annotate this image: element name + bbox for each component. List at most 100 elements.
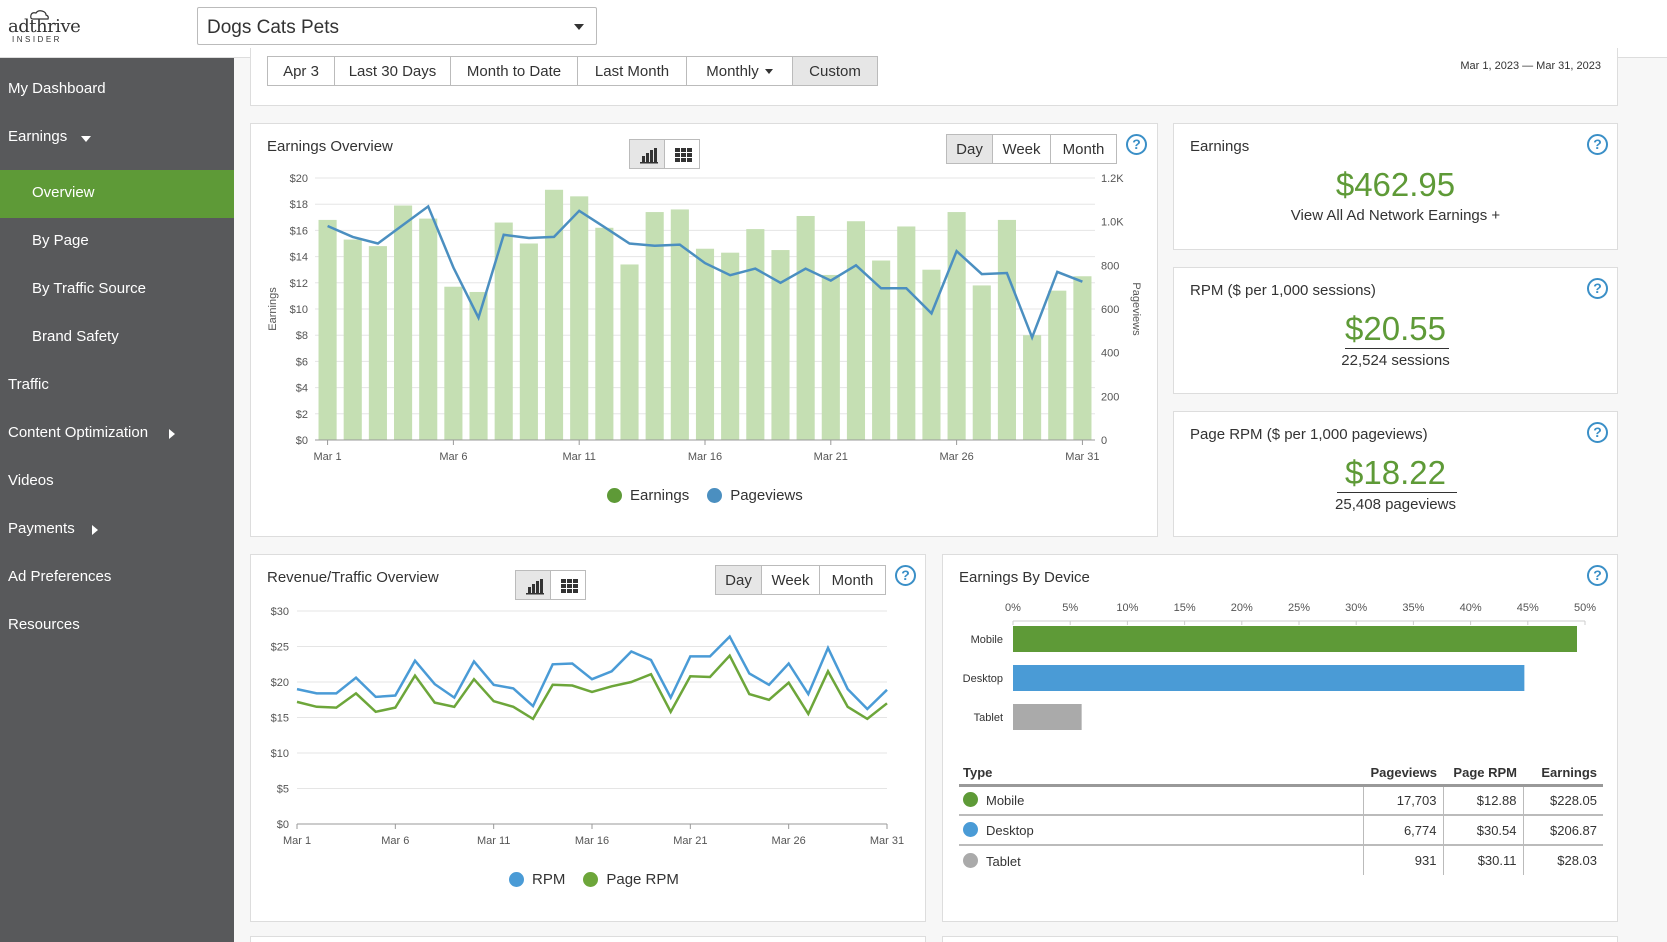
earnings-bar	[796, 215, 815, 440]
earnings-bar	[419, 218, 438, 440]
x-tick-label: 50%	[1574, 602, 1596, 614]
cell-type-label: Tablet	[986, 853, 1021, 869]
y-tick-label: $14	[290, 252, 308, 264]
next-panel-left	[250, 936, 926, 942]
earnings-bar	[544, 189, 564, 440]
question-circle-icon[interactable]: ?	[1587, 134, 1608, 155]
divider	[1345, 348, 1449, 349]
sidebar-item-label: Resources	[8, 616, 80, 633]
sidebar-item-overview[interactable]: Overview	[0, 170, 234, 218]
column-header-earnings[interactable]: Earnings	[1523, 761, 1603, 787]
pageviews-line	[327, 204, 1083, 341]
caret-right-icon	[169, 429, 175, 439]
page-rpm-pageviews: 25,408 pageviews	[1335, 496, 1456, 513]
question-circle-icon[interactable]: ?	[1587, 565, 1608, 586]
y-tick-label: $10	[271, 748, 289, 760]
sidebar-item-by-page[interactable]: By Page	[0, 218, 234, 266]
legend-item-pageviews[interactable]: Pageviews	[707, 487, 803, 504]
question-circle-icon[interactable]: ?	[1587, 422, 1608, 443]
earnings-by-device-chart: 0% 5% 10% 15% 20% 25% 30% 35% 40% 45% 50% Mobile Des…	[963, 602, 1596, 730]
earnings-bar	[1048, 290, 1067, 440]
legend-label: RPM	[532, 871, 566, 888]
chevron-down-icon	[574, 24, 584, 30]
device-bar	[1013, 704, 1082, 730]
y-axis-label: Earnings	[267, 287, 279, 331]
panel-title: Earnings Overview	[267, 138, 393, 155]
y2-tick-label: 0	[1101, 435, 1107, 447]
period-button-day[interactable]: Day	[946, 134, 993, 164]
column-header-pageviews[interactable]: Pageviews	[1363, 761, 1443, 787]
date-range-buttons: Apr 3 Last 30 Days Month to Date Last Mo…	[267, 56, 878, 86]
sidebar-item-videos[interactable]: Videos	[0, 458, 234, 506]
next-panel-right	[942, 936, 1618, 942]
grid-icon[interactable]	[550, 570, 586, 600]
sidebar-item-content-optimization[interactable]: Content Optimization	[0, 410, 234, 458]
sidebar-item-my-dashboard[interactable]: My Dashboard	[0, 66, 234, 114]
sidebar-item-ad-preferences[interactable]: Ad Preferences	[0, 554, 234, 602]
bar-chart-icon[interactable]	[629, 139, 665, 169]
sidebar-item-resources[interactable]: Resources	[0, 602, 234, 650]
earnings-bar	[997, 219, 1016, 440]
cloud-icon	[30, 10, 49, 20]
earnings-bar	[846, 221, 866, 440]
sidebar-item-label: Overview	[32, 184, 95, 201]
period-button-month[interactable]: Month	[819, 565, 886, 595]
question-circle-icon[interactable]: ?	[1587, 278, 1608, 299]
site-select[interactable]: Dogs Cats Pets	[197, 7, 597, 45]
y-tick-label: $6	[296, 356, 308, 368]
sidebar-item-brand-safety[interactable]: Brand Safety	[0, 314, 234, 362]
tablet-dot	[963, 852, 978, 868]
period-button-week[interactable]: Week	[761, 565, 820, 595]
table-row: Desktop 6,774 $30.54 $206.87	[959, 815, 1603, 846]
column-header-type[interactable]: Type	[959, 761, 1363, 787]
earnings-bar	[821, 274, 840, 440]
date-button-monthly[interactable]: Monthly	[686, 56, 793, 86]
y2-tick-label: 600	[1101, 304, 1119, 316]
sidebar-item-label: My Dashboard	[8, 80, 106, 97]
column-header-page-rpm[interactable]: Page RPM	[1443, 761, 1523, 787]
date-button-month-to-date[interactable]: Month to Date	[450, 56, 578, 86]
category-label: Mobile	[971, 634, 1003, 646]
x-tick-label: Mar 1	[283, 835, 311, 847]
date-button-apr-3[interactable]: Apr 3	[267, 56, 335, 86]
y-tick-label: $30	[271, 606, 289, 618]
grid-icon[interactable]	[664, 139, 700, 169]
period-button-month[interactable]: Month	[1050, 134, 1117, 164]
date-button-custom[interactable]: Custom	[792, 56, 878, 86]
x-tick-label: 0%	[1005, 602, 1021, 614]
date-button-last-30-days[interactable]: Last 30 Days	[334, 56, 451, 86]
sidebar-item-by-traffic-source[interactable]: By Traffic Source	[0, 266, 234, 314]
view-all-earnings-link[interactable]: View All Ad Network Earnings +	[1290, 207, 1501, 224]
chart-view-toggle	[515, 570, 586, 600]
revenue-traffic-chart: $0 $5 $10 $15 $20 $25 $30 Mar 1 Mar 6 Mar 11 Mar 1…	[271, 606, 904, 847]
earnings-bar	[872, 260, 891, 440]
x-tick-label: Mar 1	[314, 451, 342, 463]
earnings-bar	[469, 291, 488, 440]
sidebar-item-earnings[interactable]: Earnings	[0, 114, 234, 162]
x-tick-label: 35%	[1402, 602, 1424, 614]
date-button-last-month[interactable]: Last Month	[577, 56, 687, 86]
sidebar-item-traffic[interactable]: Traffic	[0, 362, 234, 410]
legend-item-earnings[interactable]: Earnings	[607, 487, 689, 504]
y-tick-label: $8	[296, 330, 308, 342]
date-button-monthly-label: Monthly	[706, 62, 759, 80]
question-circle-icon[interactable]: ?	[895, 565, 916, 586]
y-tick-label: $20	[271, 677, 289, 689]
sidebar-item-payments[interactable]: Payments	[0, 506, 234, 554]
earnings-bar	[343, 239, 362, 440]
cell-type-label: Desktop	[986, 823, 1034, 838]
card-title: RPM ($ per 1,000 sessions)	[1190, 282, 1376, 299]
legend-item-page-rpm[interactable]: Page RPM	[583, 871, 679, 888]
caret-down-icon	[81, 136, 91, 142]
period-button-day[interactable]: Day	[715, 565, 762, 595]
x-tick-label: 10%	[1116, 602, 1138, 614]
cell-earnings: $28.03	[1522, 845, 1603, 875]
x-tick-label: Mar 31	[870, 835, 904, 847]
period-button-week[interactable]: Week	[992, 134, 1051, 164]
cell-type: Tablet	[959, 845, 1363, 875]
earnings-bar	[318, 219, 337, 440]
question-circle-icon[interactable]: ?	[1126, 134, 1147, 155]
legend-item-rpm[interactable]: RPM	[509, 871, 565, 888]
chart-legend: Earnings Pageviews	[607, 487, 821, 504]
adthrive-logo[interactable]: adthrive INSIDER	[8, 10, 81, 44]
